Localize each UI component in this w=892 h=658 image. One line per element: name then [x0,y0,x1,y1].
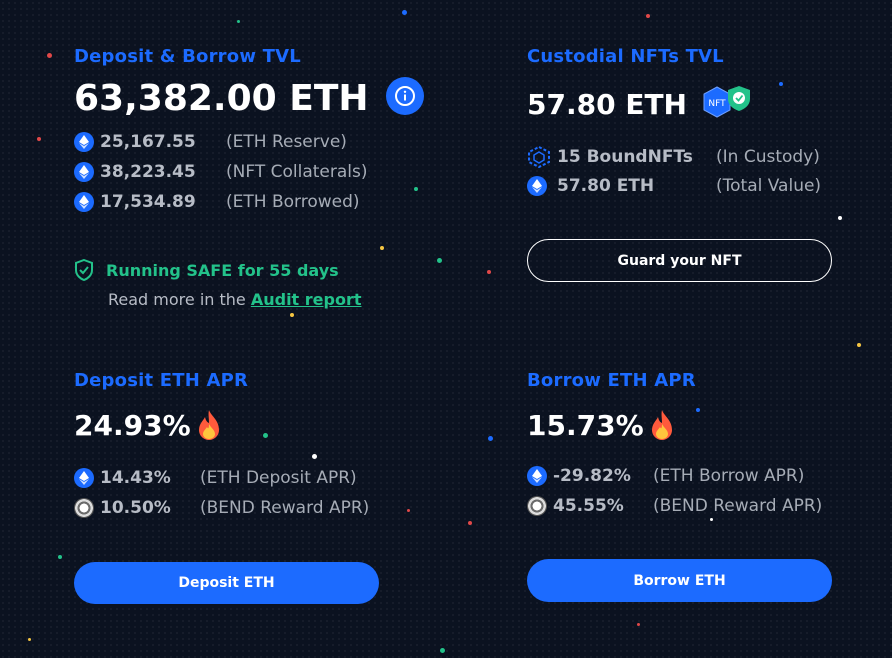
custodial-nfts-tvl-total: 57.80 ETH [527,88,687,121]
ethereum-icon [74,192,94,212]
eth-borrowed-value: 17,534.89 [100,192,196,212]
boundnfts-label: (In Custody) [716,147,820,167]
confetti-dot [28,638,31,641]
eth-reserve-row: 25,167.55 (ETH Reserve) [74,132,347,152]
borrow-bend-reward-apr-row: 45.55% (BEND Reward APR) [527,496,822,516]
confetti-dot [637,623,640,626]
borrow-bend-reward-apr-label: (BEND Reward APR) [653,496,823,516]
total-value-row: 57.80 ETH (Total Value) [527,176,821,196]
borrow-apr-panel: Borrow ETH APR 15.73% -29.82% (ETH Borro… [527,368,847,608]
bend-reward-apr-value: 10.50% [100,498,171,518]
audit-report-link[interactable]: Audit report [250,290,362,309]
deposit-borrow-tvl-panel: Deposit & Borrow TVL 63,382.00 ETH 25,16… [74,44,434,314]
nft-collaterals-row: 38,223.45 (NFT Collaterals) [74,162,368,182]
eth-borrowed-label: (ETH Borrowed) [226,192,360,212]
confetti-dot [290,313,294,317]
deposit-borrow-tvl-title: Deposit & Borrow TVL [74,46,301,67]
confetti-dot [437,258,442,263]
bend-reward-apr-label: (BEND Reward APR) [200,498,370,518]
ethereum-icon [74,468,94,488]
confetti-dot [402,10,407,15]
boundnfts-row: 15 BoundNFTs (In Custody) [527,146,820,168]
confetti-dot [58,555,62,559]
ethereum-icon [74,162,94,182]
eth-borrow-apr-row: -29.82% (ETH Borrow APR) [527,466,804,486]
boundnfts-value: 15 BoundNFTs [557,147,693,167]
confetti-dot [779,82,783,86]
confetti-dot [380,246,384,250]
confetti-dot [838,216,842,220]
total-value-value: 57.80 ETH [557,176,655,196]
guard-nft-button[interactable]: Guard your NFT [527,239,832,282]
confetti-dot [407,509,410,512]
total-value-label: (Total Value) [716,176,822,196]
confetti-dot [710,518,713,521]
eth-reserve-label: (ETH Reserve) [226,132,347,152]
eth-borrow-apr-label: (ETH Borrow APR) [653,466,805,486]
boundnft-icon [527,146,551,168]
bend-token-icon [527,496,547,516]
confetti-dot [857,343,861,347]
safe-status-text: Running SAFE for 55 days [106,260,339,280]
confetti-dot [646,14,650,18]
fire-icon [650,408,674,442]
ethereum-icon [527,176,547,196]
confetti-dot [696,408,700,412]
confetti-dot [237,20,240,23]
confetti-dot [263,433,268,438]
nft-shield-badge: NFT [701,84,753,122]
borrow-apr-total: 15.73% [527,408,644,442]
borrow-bend-reward-apr-value: 45.55% [553,496,624,516]
eth-borrowed-row: 17,534.89 (ETH Borrowed) [74,192,360,212]
deposit-apr-title: Deposit ETH APR [74,370,249,391]
bend-token-icon [74,498,94,518]
nft-collaterals-value: 38,223.45 [100,162,196,182]
info-icon[interactable] [386,77,424,115]
confetti-dot [414,187,418,191]
deposit-apr-total-wrap: 24.93% [74,408,221,442]
audit-line: Read more in the Audit report [108,290,362,309]
eth-borrow-apr-value: -29.82% [553,466,631,486]
confetti-dot [468,521,472,525]
confetti-dot [47,53,52,58]
deposit-apr-total: 24.93% [74,408,191,442]
deposit-eth-button[interactable]: Deposit ETH [74,562,379,604]
confetti-dot [37,137,41,141]
safe-status: Running SAFE for 55 days [74,259,339,281]
shield-check-icon [74,259,94,281]
custodial-nfts-tvl-title: Custodial NFTs TVL [527,46,724,67]
eth-deposit-apr-row: 14.43% (ETH Deposit APR) [74,468,357,488]
custodial-nfts-tvl-panel: Custodial NFTs TVL 57.80 ETH NFT 15 Boun… [527,44,847,289]
fire-icon [197,408,221,442]
eth-deposit-apr-label: (ETH Deposit APR) [200,468,357,488]
bend-reward-apr-row: 10.50% (BEND Reward APR) [74,498,369,518]
confetti-dot [487,270,491,274]
eth-reserve-value: 25,167.55 [100,132,196,152]
deposit-apr-panel: Deposit ETH APR 24.93% 14.43% (ETH Depos… [74,368,394,608]
audit-prefix: Read more in the [108,290,251,309]
confetti-dot [440,648,445,653]
nft-collaterals-label: (NFT Collaterals) [226,162,368,182]
borrow-eth-button[interactable]: Borrow ETH [527,559,832,602]
nft-badge-text: NFT [708,99,726,109]
ethereum-icon [74,132,94,152]
eth-deposit-apr-value: 14.43% [100,468,171,488]
deposit-borrow-tvl-total: 63,382.00 ETH [74,78,369,119]
borrow-apr-total-wrap: 15.73% [527,408,674,442]
ethereum-icon [527,466,547,486]
borrow-apr-title: Borrow ETH APR [527,370,696,391]
confetti-dot [488,436,493,441]
confetti-dot [312,454,317,459]
